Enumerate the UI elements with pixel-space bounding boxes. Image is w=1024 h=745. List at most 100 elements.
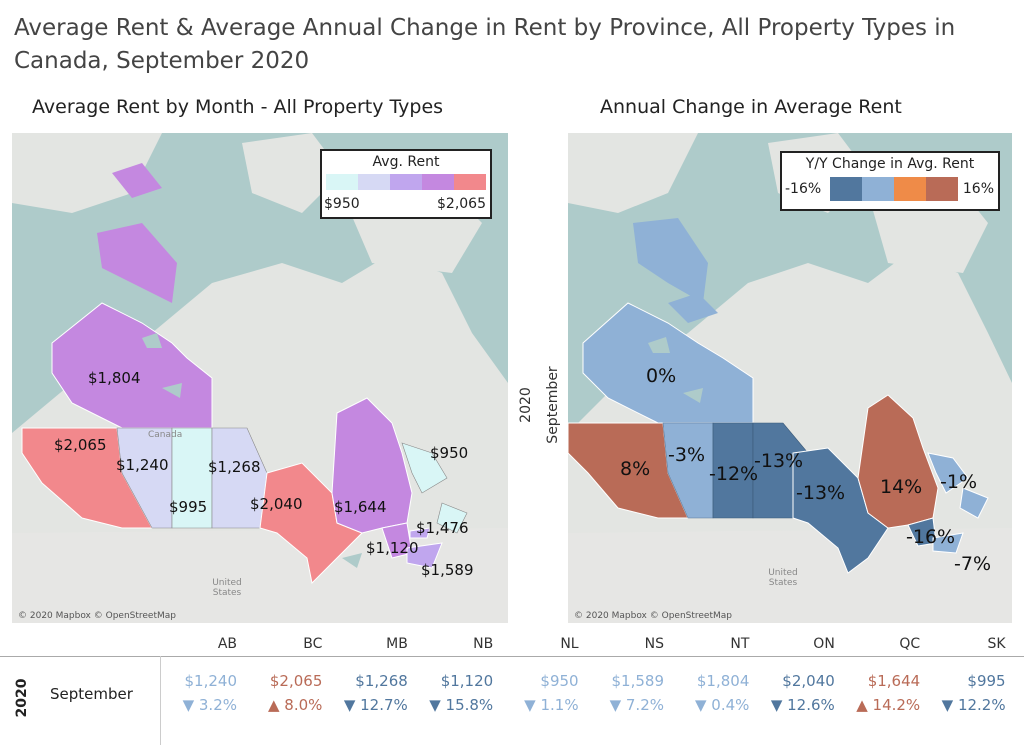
province-nl-island[interactable] [959, 487, 989, 519]
province-ns[interactable] [932, 532, 964, 554]
column-header-ns: NS [644, 636, 664, 652]
left-legend-max: $2,065 [437, 196, 486, 212]
land-arctic-island [242, 133, 342, 213]
map-label-sk: -12% [709, 463, 759, 485]
lake-great-slave [683, 388, 703, 403]
table-vdivider [160, 656, 161, 745]
province-nunavut-island[interactable] [633, 218, 708, 303]
cell-change-ns: ▼ 7.2% [584, 696, 664, 714]
map-label-nb: -16% [906, 526, 956, 548]
province-on[interactable] [792, 447, 889, 574]
left-legend-swatches [326, 174, 490, 190]
province-ab[interactable] [116, 427, 173, 529]
province-ns[interactable] [406, 542, 443, 569]
cell-rent-nl: $950 [540, 672, 579, 690]
dashboard-title: Average Rent & Average Annual Change in … [14, 15, 956, 74]
map-label-nl: $950 [430, 444, 469, 462]
cell-change-nl: ▼ 1.1% [499, 696, 579, 714]
table-month-label: September [50, 685, 133, 703]
cell-rent-mb: $1,268 [355, 672, 408, 690]
map-label-ns: $1,589 [421, 561, 474, 579]
province-nl-island[interactable] [436, 502, 468, 534]
cell-change-sk: ▼ 12.2% [926, 696, 1006, 714]
left-legend-swatch [422, 174, 454, 190]
cell-rent-sk: $995 [967, 672, 1006, 690]
province-nt[interactable] [582, 302, 754, 424]
province-ab[interactable] [662, 422, 714, 519]
right-legend-max: 16% [962, 181, 994, 197]
cell-rent-bc: $2,065 [269, 672, 323, 690]
triangle-down-icon: ▼ [429, 696, 446, 714]
cell-rent-qc: $1,644 [867, 672, 921, 690]
province-nunavut-north[interactable] [112, 163, 162, 198]
place-label-canada: Canada [148, 430, 183, 440]
map-label-nt: $1,804 [88, 369, 141, 387]
right-map-title: Annual Change in Average Rent [600, 96, 902, 118]
summary-table: 2020 September AB $1,240 ▼ 3.2% BC $2,065 ▲ 8… [0, 632, 1024, 745]
map-label-nb: $1,120 [366, 539, 419, 557]
map-credit[interactable]: © 2020 Mapbox © OpenStreetMap [18, 611, 176, 621]
left-legend-swatch [454, 174, 486, 190]
cell-rent-nb: $1,120 [440, 672, 494, 690]
column-header-ab: AB [217, 636, 237, 652]
left-legend-min: $950 [324, 196, 360, 212]
map-credit[interactable]: © 2020 Mapbox © OpenStreetMap [574, 611, 732, 621]
map-label-ab: -3% [668, 444, 705, 466]
cell-rent-ns: $1,589 [611, 672, 665, 690]
triangle-down-icon: ▼ [941, 696, 958, 714]
map-label-bc: 8% [620, 458, 651, 480]
land-us [12, 528, 508, 623]
map-label-ab: $1,240 [116, 456, 169, 474]
right-legend-swatches [830, 177, 958, 201]
right-map[interactable]: United States Y/Y Change in Avg. Rent -1… [568, 133, 1012, 623]
change-value: 7.2% [625, 696, 664, 714]
map-label-mb: -13% [754, 450, 804, 472]
lake-great-bear [142, 333, 162, 348]
map-label-pe: $1,476 [416, 519, 469, 537]
cell-change-mb: ▼ 12.7% [328, 696, 408, 714]
change-value: 15.8% [445, 696, 494, 714]
province-nunavut-island[interactable] [97, 223, 177, 303]
cell-change-ab: ▼ 3.2% [157, 696, 237, 714]
left-legend-swatch [358, 174, 390, 190]
triangle-down-icon: ▼ [694, 696, 712, 714]
row-month-label: September [545, 366, 561, 444]
map-label-nt: 0% [646, 365, 677, 387]
change-value: 8.0% [284, 696, 323, 714]
province-nl[interactable] [927, 452, 969, 494]
map-label-qc: 14% [880, 476, 923, 498]
change-value: 12.7% [360, 696, 408, 714]
map-label-bc: $2,065 [54, 436, 107, 454]
province-nunavut-island-2[interactable] [668, 293, 718, 323]
left-map-canvas [12, 133, 508, 623]
triangle-down-icon: ▼ [770, 696, 788, 714]
left-map[interactable]: Canada United States Avg. Rent $950 $2,0… [12, 133, 508, 623]
map-label-on: -13% [796, 482, 846, 504]
column-header-nb: NB [473, 636, 494, 652]
triangle-up-icon: ▲ [856, 696, 873, 714]
cell-change-bc: ▲ 8.0% [242, 696, 322, 714]
cell-change-nt: ▼ 0.4% [669, 696, 749, 714]
cell-change-qc: ▲ 14.2% [840, 696, 920, 714]
right-legend-swatch [830, 177, 862, 201]
triangle-down-icon: ▼ [182, 696, 199, 714]
map-label-sk: $995 [169, 498, 208, 516]
triangle-down-icon: ▼ [609, 696, 626, 714]
triangle-down-icon: ▼ [343, 696, 361, 714]
province-pe[interactable] [409, 527, 431, 539]
place-label-us: United States [212, 578, 242, 598]
map-label-ns: -7% [954, 553, 991, 575]
province-nl[interactable] [401, 442, 448, 494]
right-legend-swatch [926, 177, 958, 201]
change-value: 0.4% [711, 696, 750, 714]
table-year-label: 2020 [14, 678, 30, 718]
cell-change-nb: ▼ 15.8% [413, 696, 493, 714]
land-alaska [568, 133, 698, 213]
right-legend-swatch [894, 177, 926, 201]
province-nt[interactable] [51, 302, 213, 429]
table-divider [0, 656, 1024, 657]
change-value: 1.1% [540, 696, 579, 714]
province-on[interactable] [259, 462, 363, 585]
right-legend-min: -16% [785, 181, 822, 197]
left-map-title: Average Rent by Month - All Property Typ… [32, 96, 444, 118]
